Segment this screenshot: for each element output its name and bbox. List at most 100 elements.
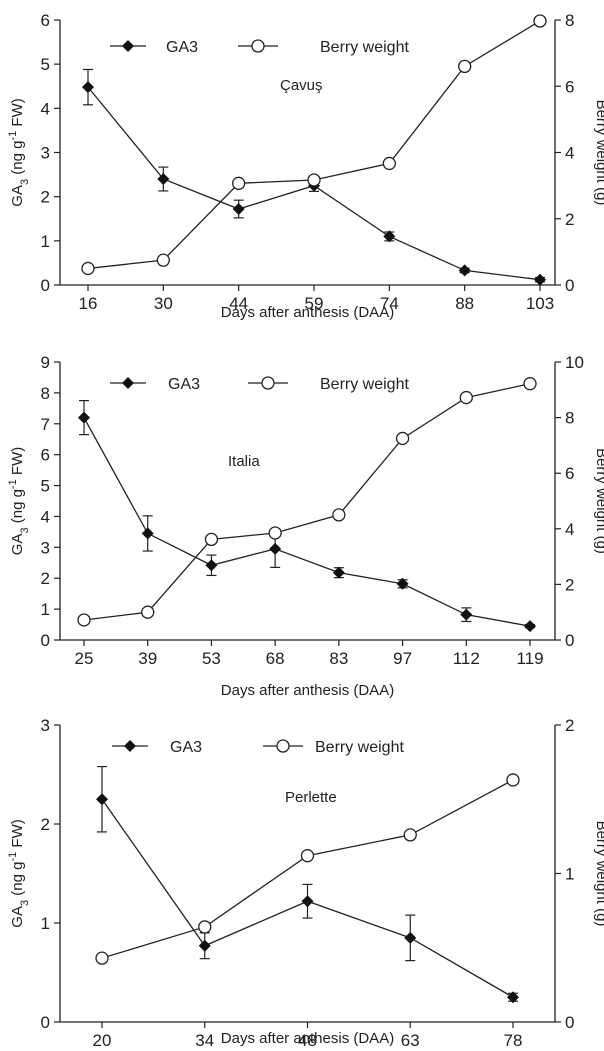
- y-tick-label: 3: [41, 144, 50, 163]
- data-point-circle: [77, 613, 91, 627]
- data-point-circle: [141, 605, 155, 619]
- data-point-diamond: [332, 566, 345, 579]
- x-tick-label: 30: [154, 294, 173, 313]
- x-axis-title: Days after anthesis (DAA): [221, 304, 394, 321]
- legend-label-ga3: GA3: [166, 39, 198, 56]
- x-tick-label: 112: [453, 649, 480, 668]
- y2-tick-label: 4: [565, 520, 574, 539]
- y-axis-title: GA3 (ng g-1 FW): [7, 819, 31, 927]
- data-point-diamond: [460, 608, 473, 621]
- data-point-circle: [156, 253, 170, 267]
- y2-axis-title: Berry weight (g): [593, 448, 604, 554]
- data-point-circle: [458, 59, 472, 74]
- x-tick-label: 83: [329, 649, 348, 668]
- data-point-diamond: [96, 793, 108, 806]
- y-tick-label: 2: [41, 815, 50, 834]
- data-point-diamond: [205, 559, 218, 572]
- y-axis-title-post: FW): [9, 819, 26, 851]
- y-tick-label: 9: [41, 353, 50, 372]
- data-point-circle: [533, 14, 547, 28]
- y-axis-title-sup: -1: [7, 131, 19, 141]
- legend-marker-circle: [251, 39, 265, 53]
- y2-axis-title: Berry weight (g): [593, 821, 604, 927]
- x-tick-label: 59: [305, 294, 324, 313]
- y-tick-label: 2: [41, 569, 50, 588]
- legend-marker-circle: [261, 376, 275, 390]
- y-axis-title-post: FW): [9, 98, 26, 130]
- legend-label-berry-weight: Berry weight: [320, 39, 409, 56]
- cultivar-label: Italia: [228, 453, 260, 470]
- y2-tick-label: 0: [565, 276, 574, 295]
- data-point-diamond: [383, 230, 396, 243]
- y-tick-label: 5: [41, 55, 50, 74]
- data-point-circle: [300, 849, 315, 863]
- y-axis-title-mid: (ng g: [9, 862, 26, 900]
- x-tick-label: 48: [298, 1031, 317, 1050]
- y2-tick-label: 0: [565, 631, 574, 650]
- legend: GA3 Berry weight: [112, 739, 404, 756]
- y-tick-label: 1: [41, 600, 50, 619]
- series-line: [83, 417, 531, 627]
- data-point-diamond: [269, 542, 282, 555]
- y2-tick-label: 2: [565, 210, 574, 229]
- cultivar-label: Çavuş: [280, 77, 323, 94]
- legend-marker-diamond: [124, 740, 136, 752]
- data-point-circle: [332, 508, 346, 522]
- data-point-diamond: [198, 939, 211, 952]
- series-berry-weight: [77, 377, 537, 627]
- data-point-diamond: [82, 81, 94, 94]
- y-axis-title: GA3 (ng g-1 FW): [7, 447, 31, 555]
- data-point-diamond: [301, 895, 314, 908]
- data-point-diamond: [458, 264, 471, 277]
- x-tick-label: 97: [393, 649, 412, 668]
- y-axis-title-mid: (ng g: [9, 141, 26, 179]
- y-tick-label: 2: [41, 188, 50, 207]
- y-axis-title-sub: 3: [19, 527, 31, 533]
- data-point-circle: [395, 431, 410, 446]
- y-axis-title-post: FW): [9, 447, 26, 479]
- y2-tick-label: 8: [565, 11, 574, 30]
- legend-label-ga3: GA3: [170, 739, 202, 756]
- data-point-diamond: [141, 527, 154, 540]
- y2-tick-label: 4: [565, 144, 574, 163]
- series-line: [87, 20, 541, 270]
- series-berry-weight: [95, 773, 520, 965]
- y2-tick-label: 2: [565, 575, 574, 594]
- x-tick-label: 63: [401, 1031, 420, 1050]
- y2-tick-label: 2: [565, 716, 574, 735]
- data-point-diamond: [534, 273, 546, 286]
- data-point-diamond: [78, 411, 90, 424]
- data-point-circle: [268, 526, 282, 540]
- y-axis-title-pre: GA: [9, 534, 26, 556]
- series-line: [101, 779, 514, 959]
- y-tick-label: 8: [41, 384, 50, 403]
- y-tick-label: 0: [41, 631, 50, 650]
- legend-marker-circle: [276, 739, 290, 753]
- y-axis-title-sup: -1: [7, 479, 19, 489]
- legend-label-ga3: GA3: [168, 376, 200, 393]
- series-ga3: [78, 400, 536, 633]
- data-point-circle: [382, 156, 396, 171]
- x-axis-title: Days after anthesis (DAA): [221, 682, 394, 699]
- x-tick-label: 25: [75, 649, 94, 668]
- legend-marker-diamond: [122, 40, 134, 52]
- data-point-circle: [506, 773, 520, 787]
- data-point-circle: [198, 920, 212, 934]
- x-tick-label: 20: [93, 1031, 112, 1050]
- series-berry-weight: [81, 14, 547, 276]
- x-tick-label: 53: [202, 649, 221, 668]
- x-tick-label: 44: [229, 294, 248, 313]
- y2-tick-label: 0: [565, 1013, 574, 1032]
- x-tick-label: 119: [516, 649, 543, 668]
- y-axis-title-sub: 3: [19, 179, 31, 185]
- x-tick-label: 68: [266, 649, 285, 668]
- data-point-diamond: [157, 173, 170, 185]
- y-tick-label: 0: [41, 1013, 50, 1032]
- x-tick-label: 103: [526, 294, 554, 313]
- data-point-circle: [232, 176, 246, 190]
- legend: GA3 Berry weight: [110, 39, 409, 56]
- cultivar-label: Perlette: [285, 789, 337, 806]
- chart-3: 0 1 2 3 0 1 2 20 34 48 63 78 Days after anthesis (DA…: [7, 716, 604, 1050]
